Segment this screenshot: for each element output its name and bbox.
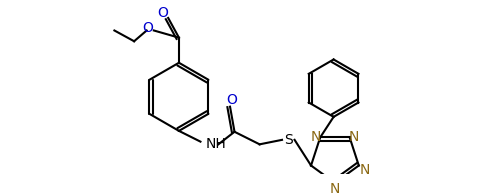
Text: N: N [360, 163, 370, 177]
Text: N: N [330, 182, 340, 194]
Text: NH: NH [206, 137, 227, 151]
Text: N: N [311, 131, 321, 145]
Text: O: O [157, 6, 168, 20]
Text: O: O [227, 93, 237, 107]
Text: S: S [284, 133, 293, 147]
Text: N: N [349, 131, 359, 145]
Text: O: O [142, 21, 153, 35]
